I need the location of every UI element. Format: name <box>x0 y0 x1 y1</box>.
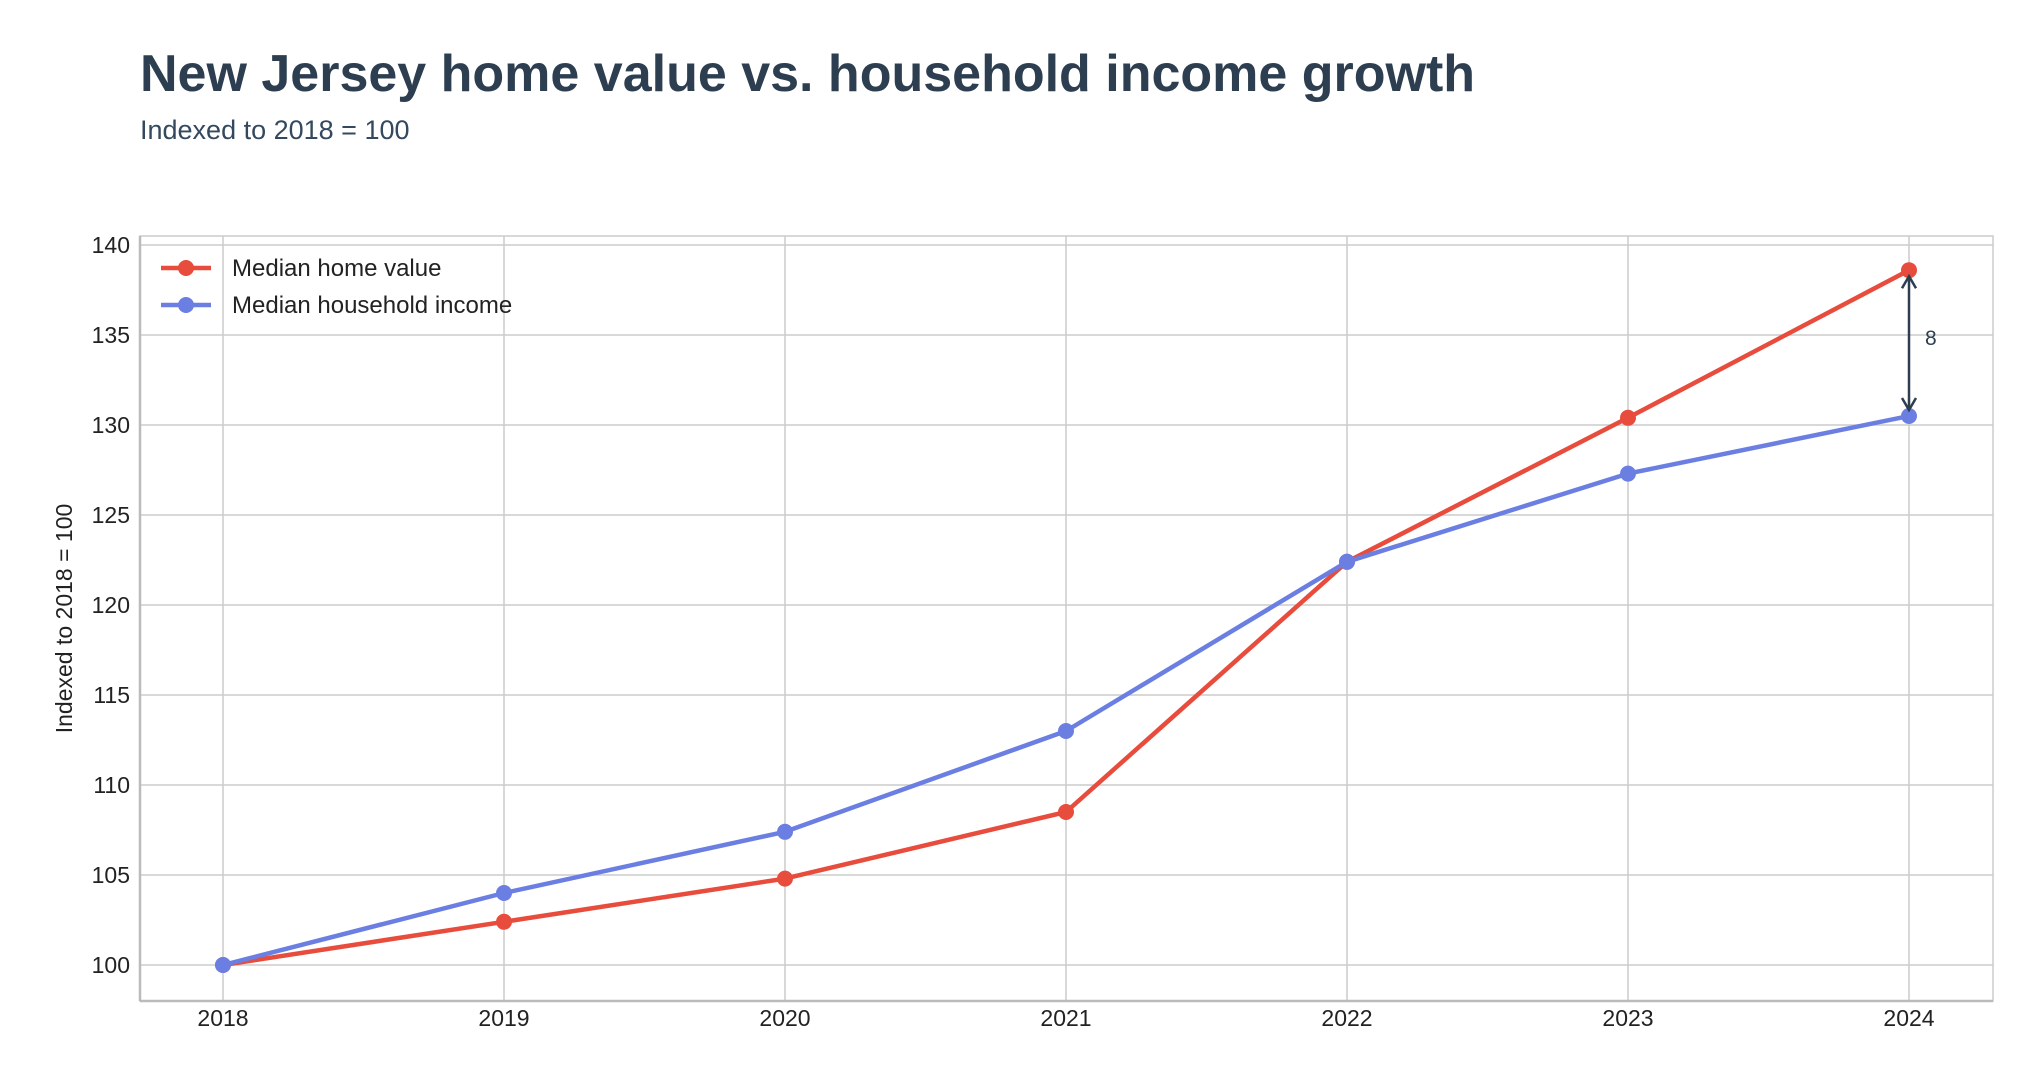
data-point-home-value <box>1901 262 1917 279</box>
data-point-home-value <box>496 913 512 930</box>
x-tick-label: 2024 <box>1883 1005 1934 1031</box>
y-tick-label: 105 <box>92 862 130 888</box>
x-tick-label: 2019 <box>478 1005 529 1031</box>
x-tick-label: 2021 <box>1040 1005 1091 1031</box>
y-tick-label: 140 <box>92 232 130 258</box>
data-point-household-income <box>1620 465 1636 482</box>
x-tick-label: 2018 <box>197 1005 248 1031</box>
data-point-home-value <box>1620 409 1636 426</box>
gap-arrow-head-down <box>1900 397 1918 413</box>
legend-marker-swatch <box>178 260 194 276</box>
data-point-household-income <box>215 957 231 973</box>
series-group <box>215 262 1917 973</box>
x-tick-label: 2020 <box>759 1005 810 1031</box>
data-point-home-value <box>777 870 793 887</box>
y-tick-label: 120 <box>92 592 130 618</box>
y-axis-label: Indexed to 2018 = 100 <box>51 504 77 734</box>
legend-label: Median household income <box>232 292 512 319</box>
y-tick-label: 125 <box>92 502 130 528</box>
x-tick-label: 2023 <box>1602 1005 1653 1031</box>
x-tick-label: 2022 <box>1321 1005 1372 1031</box>
y-tick-label: 115 <box>93 682 130 708</box>
chart-subtitle: Indexed to 2018 = 100 <box>140 115 410 145</box>
y-tick-label: 130 <box>92 412 130 438</box>
data-point-household-income <box>1901 408 1917 424</box>
y-tick-label: 100 <box>92 952 130 978</box>
annotations: 8 <box>1900 273 1937 413</box>
axes: 100 105 110 115 120 125 130 135 140 2018 2019 2020 2… <box>51 232 1994 1031</box>
gap-annotation-label: 8 <box>1925 327 1937 350</box>
data-point-household-income <box>496 885 512 901</box>
data-point-home-value <box>1058 804 1074 820</box>
data-point-household-income <box>1339 553 1355 570</box>
legend-label: Median home value <box>232 255 441 282</box>
chart-title: New Jersey home value vs. household inco… <box>140 45 1476 103</box>
legend-marker-swatch <box>178 297 194 313</box>
y-tick-label: 110 <box>93 772 130 798</box>
grid-lines <box>140 236 1993 1001</box>
gap-arrow-head-up <box>1900 273 1918 289</box>
legend: Median home value Median household income <box>161 255 512 319</box>
y-tick-label: 135 <box>92 322 130 348</box>
data-point-household-income <box>1058 723 1074 739</box>
data-point-household-income <box>777 823 793 840</box>
